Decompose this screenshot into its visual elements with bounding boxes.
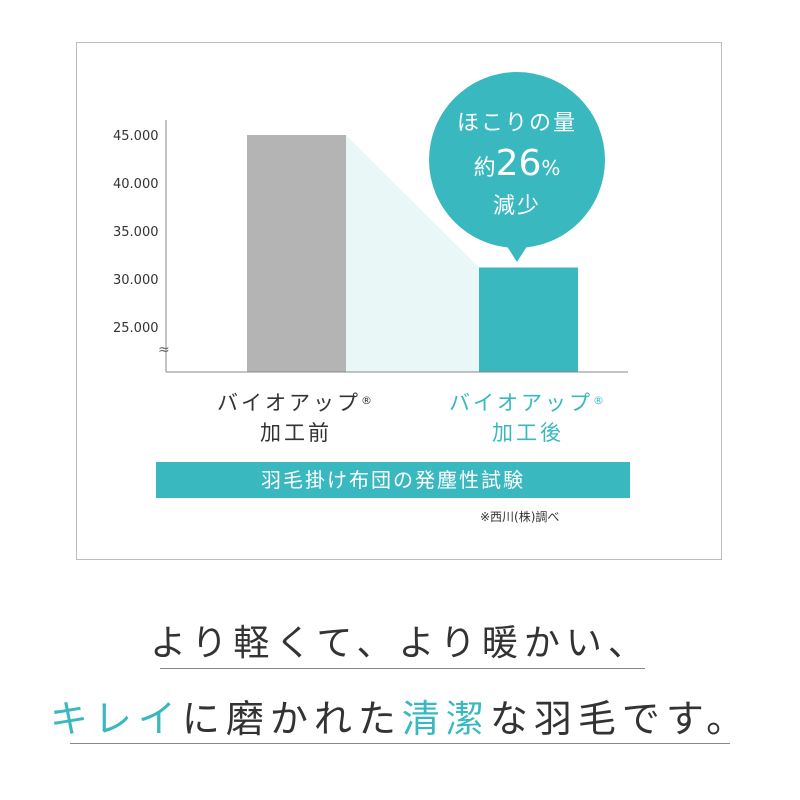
underline-2 bbox=[70, 743, 730, 744]
annotation-line1: ほこりの量 bbox=[457, 111, 577, 136]
category-label-after: バイオアップ® 加工後 bbox=[428, 388, 628, 448]
category-label-line1: バイオアップ bbox=[217, 391, 361, 415]
text-segment: に磨かれた bbox=[181, 697, 402, 741]
category-label-before: バイオアップ® 加工前 bbox=[196, 388, 396, 448]
annotation-line3: 減少 bbox=[493, 194, 541, 219]
bubble-tail bbox=[503, 240, 531, 262]
highlight-kirei: キレイ bbox=[49, 697, 182, 741]
y-tick-label: 45.000 bbox=[113, 129, 159, 144]
catchphrase-line2: キレイに磨かれた清潔な羽毛です。 bbox=[0, 688, 800, 743]
chart-frame bbox=[76, 42, 722, 560]
registered-mark: ® bbox=[593, 394, 607, 407]
y-tick-label: 35.000 bbox=[113, 225, 159, 240]
footnote: ※西川(株)調べ bbox=[480, 510, 560, 524]
bar-after bbox=[479, 267, 578, 372]
y-tick-label: 25.000 bbox=[113, 321, 159, 336]
highlight-seiketsu: 清潔 bbox=[401, 697, 490, 741]
chart-title-banner: 羽毛掛け布団の発塵性試験 bbox=[156, 462, 630, 498]
category-label-line2: 加工後 bbox=[492, 421, 564, 445]
text-segment: な羽毛です。 bbox=[489, 697, 751, 741]
bar-before bbox=[247, 135, 346, 372]
category-label-line2: 加工前 bbox=[260, 421, 332, 445]
category-label-line1: バイオアップ bbox=[449, 391, 593, 415]
catchphrase-line1: より軽くて、より暖かい、 bbox=[150, 623, 650, 664]
y-tick-label: 40.000 bbox=[113, 177, 159, 192]
y-tick-label: 30.000 bbox=[113, 273, 159, 288]
reduction-shade bbox=[346, 135, 479, 372]
underline-1 bbox=[160, 668, 645, 669]
annotation-bubble bbox=[429, 72, 605, 248]
annotation-line2: 約26% bbox=[474, 143, 561, 184]
axis-break-icon: ≈ bbox=[158, 342, 170, 358]
registered-mark: ® bbox=[361, 394, 375, 407]
